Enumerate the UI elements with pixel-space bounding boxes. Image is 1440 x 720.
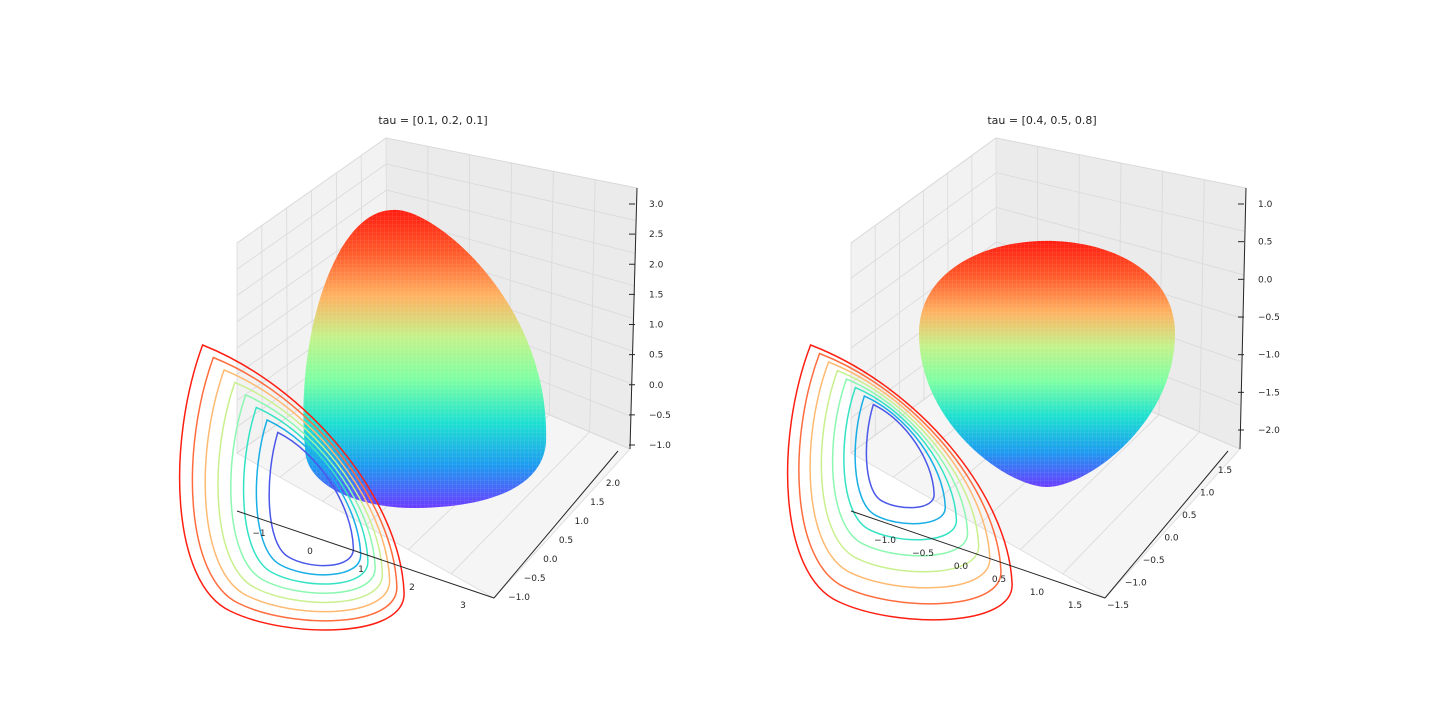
gridline [386,189,636,254]
contours [786,344,1013,621]
z-tick-label: 1.5 [649,290,663,300]
subplot-1: −1.0−0.50.00.51.01.52.02.53.0−10123−1.0−… [178,114,671,631]
x-tick-label: 1.0 [1030,588,1045,598]
y-tick-label: 1.0 [575,517,590,527]
contour-line [798,352,1002,605]
z-tick-label: −0.5 [649,411,671,421]
x-axis-line [850,510,1106,599]
gridline [850,172,997,279]
gridline [1020,414,1160,550]
tick-labels: −1.0−0.50.00.51.01.52.02.53.0−10123−1.0−… [252,200,671,611]
x-tick-label: −1 [252,529,265,539]
z-tick-label: −1.0 [649,441,671,451]
z-axis-line [1239,187,1247,450]
gridline [236,163,387,270]
z-tick-label: 0.0 [649,381,664,391]
contour-line [854,395,946,525]
z-tick-label: 0.0 [1258,275,1273,285]
z-tick-label: 0.5 [1258,238,1272,248]
z-axis-line [629,187,638,450]
x-tick-label: 1.5 [1068,601,1082,611]
y-tick-label: 1.5 [1218,466,1232,476]
y-tick-label: −1.5 [1107,601,1129,611]
x-tick-label: 2 [409,583,415,593]
gridline [850,137,997,244]
gridline [996,206,1245,276]
z-tick-label: −1.0 [1258,351,1280,361]
contour-line [865,403,935,509]
gridline [850,207,997,314]
contour-line [820,369,980,573]
contour-line [255,418,362,576]
gridline [385,137,638,189]
contour-line [831,378,969,557]
z-tick-label: −0.5 [1258,313,1280,323]
gridline [236,137,387,244]
gridline [1062,431,1200,575]
z-tick-label: 1.0 [1258,200,1273,210]
y-axis-line [493,450,619,599]
chart-title: tau = [0.1, 0.2, 0.1] [378,114,487,127]
gridline [996,172,1246,232]
z-tick-label: −2.0 [1258,426,1280,436]
contour-line [230,393,376,594]
gridline [450,431,590,575]
contour-line [786,344,1013,621]
y-tick-label: −0.5 [1143,556,1165,566]
y-tick-label: 2.0 [606,479,621,489]
y-tick-label: −1.0 [1125,579,1147,589]
z-tick-label: 3.0 [649,200,664,210]
y-tick-label: 1.0 [1200,489,1215,499]
x-tick-label: 0.5 [992,575,1006,585]
axes [850,187,1247,599]
x-tick-label: 3 [460,601,466,611]
y-tick-label: 0.0 [1164,534,1179,544]
x-tick-label: −1.0 [874,536,896,546]
y-tick-label: −1.0 [508,593,530,603]
chart-title: tau = [0.4, 0.5, 0.8] [987,114,1096,127]
x-tick-label: 0.0 [954,562,969,572]
y-tick-label: 0.0 [543,555,558,565]
surface-mesh [303,209,547,508]
x-tick-label: −0.5 [912,549,934,559]
z-tick-label: 1.0 [649,321,664,331]
x-axis-line [236,510,495,599]
contour-line [178,344,405,631]
contour-line [268,431,355,567]
surface-mesh [919,240,1175,487]
z-tick-label: −1.5 [1258,388,1280,398]
contour-line [809,361,991,589]
subplot-2: −2.0 −1.5 −1.0 −0.5 0.0 0.5 1.0 −1.0 −0.5 0.0 0.5 1… [786,114,1280,621]
axes [236,187,638,599]
y-tick-label: 0.5 [559,536,573,546]
contour-line [204,368,391,613]
y-tick-label: 1.5 [590,498,604,508]
z-tick-label: 2.0 [649,260,664,270]
y-tick-label: 0.5 [1182,511,1196,521]
z-tick-label: 2.5 [649,230,663,240]
contour-line [217,381,384,604]
contours [178,344,405,631]
y-tick-label: −0.5 [524,574,546,584]
gridline [386,163,637,222]
y-axis-line [1104,450,1229,599]
gridline [995,137,1247,189]
x-tick-label: 1 [358,565,364,575]
gridline [236,189,387,296]
x-tick-label: 0 [307,547,313,557]
contour-line [191,356,398,622]
z-tick-label: 0.5 [649,351,663,361]
contour-line [843,386,958,541]
contour-line [242,406,369,585]
tick-labels: −2.0 −1.5 −1.0 −0.5 0.0 0.5 1.0 −1.0 −0.5 0.0 0.5 1… [874,200,1280,611]
